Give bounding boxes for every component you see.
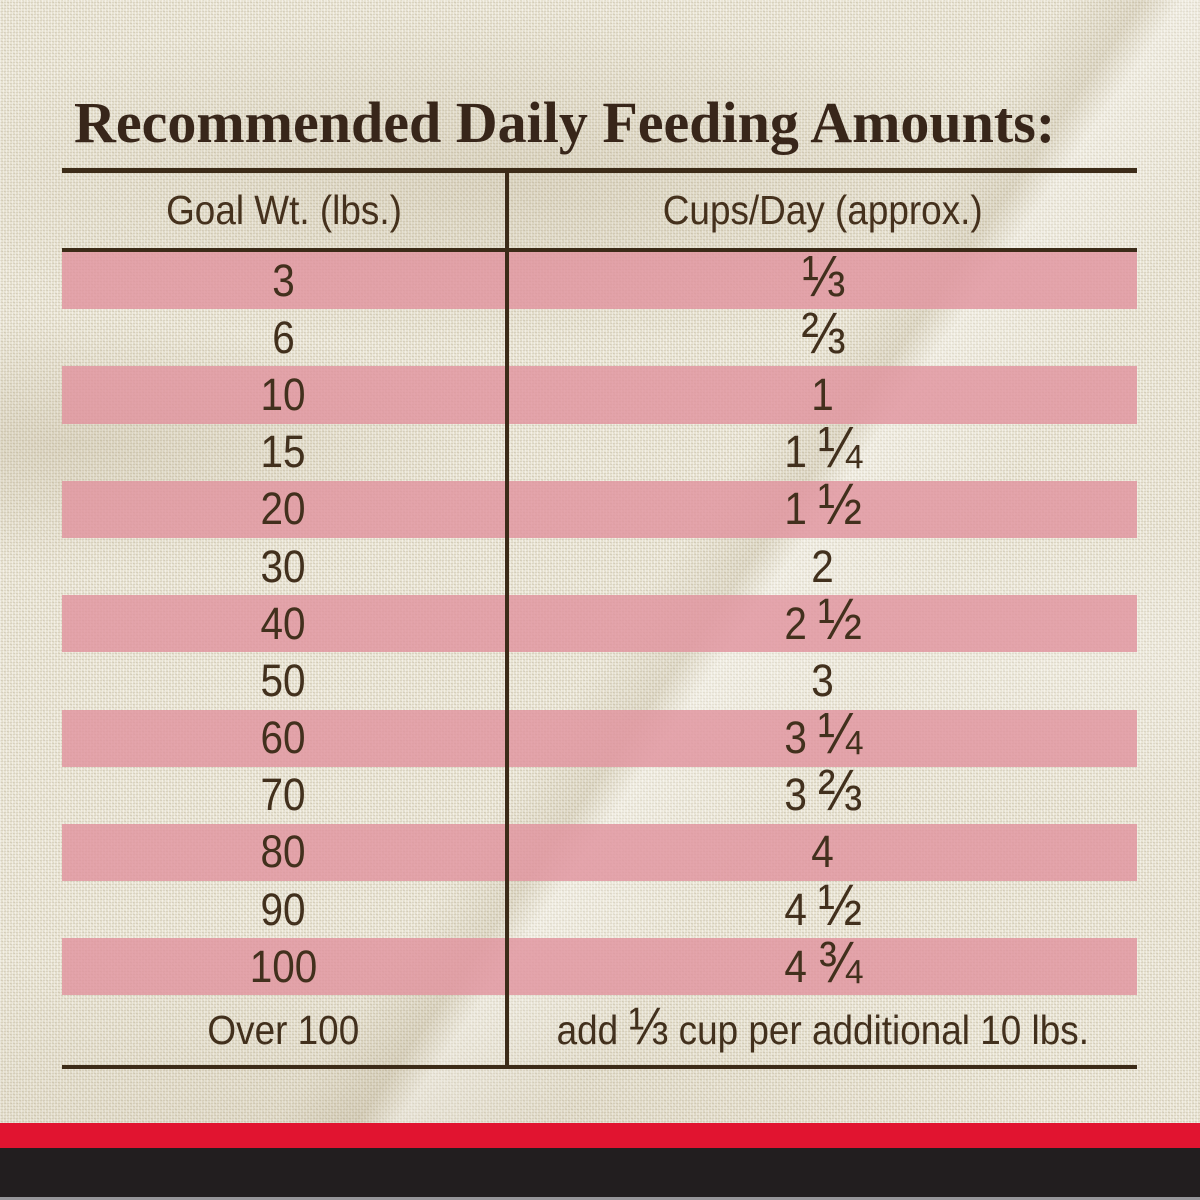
goal-weight-cell: 50: [62, 652, 509, 710]
goal-weight-cell: 90: [62, 881, 509, 939]
bottom-gray-edge: [0, 1197, 1200, 1200]
table-row: 30 2: [62, 537, 1137, 596]
goal-weight-column-header: Goal Wt. (lbs.): [62, 173, 509, 248]
table-body: 3 ⅓ 6 ⅔ 10 1 15 1 ¼ 20 1 ½ 30 2 40 2 ½ 50 3 60 3 ¼ 70 3 ⅔ 80…: [62, 243, 1137, 1066]
table-row: 40 2 ½: [62, 586, 1137, 653]
page-title: Recommended Daily Feeding Amounts:: [74, 89, 1056, 155]
cups-per-day-cell: 1: [811, 368, 835, 420]
cups-per-day-cell: 1 ½: [784, 472, 862, 538]
table-row: 60 3 ¼: [62, 701, 1137, 767]
cups-per-day-cell: 1 ¼: [784, 415, 862, 481]
table-row: 50 3: [62, 652, 1137, 710]
goal-weight-cell: 30: [62, 537, 509, 596]
table-row: 20 1 ½: [62, 472, 1137, 538]
goal-weight-cell: Over 100: [62, 995, 509, 1066]
cups-per-day-cell: ⅓: [801, 243, 845, 309]
cups-per-day-cell: 2: [811, 540, 835, 592]
table-header-row: Goal Wt. (lbs.) Cups/Day (approx.): [62, 173, 1137, 252]
bottom-black-band: [0, 1148, 1200, 1197]
table-row: 90 4 ½: [62, 872, 1137, 939]
goal-weight-cell: 3: [62, 252, 509, 310]
goal-weight-cell: 15: [62, 423, 509, 481]
table-row: 80 4: [62, 823, 1137, 882]
table-row: Over 100 add ⅓ cup per additional 10 lbs.: [62, 995, 1137, 1066]
table-row: 15 1 ¼: [62, 415, 1137, 481]
cups-per-day-cell: 4: [811, 826, 835, 878]
goal-weight-cell: 70: [62, 766, 509, 824]
cups-per-day-cell: 2 ½: [784, 586, 862, 652]
table-row: 100 4 ¾: [62, 929, 1137, 996]
cups-per-day-cell: 4 ¾: [784, 929, 862, 995]
goal-weight-cell: 40: [62, 595, 509, 653]
goal-weight-cell: 20: [62, 480, 509, 538]
cups-per-day-cell: ⅔: [801, 300, 845, 366]
table-row: 70 3 ⅔: [62, 758, 1137, 824]
goal-weight-cell: 10: [62, 366, 509, 424]
cups-per-day-cell: 4 ½: [784, 872, 862, 938]
cups-per-day-cell: 3 ¼: [784, 701, 862, 767]
cups-per-day-cell: 3: [811, 654, 835, 706]
goal-weight-cell: 100: [62, 938, 509, 996]
goal-weight-cell: 60: [62, 709, 509, 767]
table-row: 10 1: [62, 366, 1137, 424]
cups-per-day-column-header: Cups/Day (approx.): [663, 187, 983, 233]
cups-per-day-cell: 3 ⅔: [784, 758, 862, 824]
bottom-red-band: [0, 1123, 1200, 1148]
cups-per-day-cell: add ⅓ cup per additional 10 lbs.: [556, 996, 1090, 1056]
goal-weight-cell: 80: [62, 823, 509, 882]
goal-weight-cell: 6: [62, 309, 509, 367]
